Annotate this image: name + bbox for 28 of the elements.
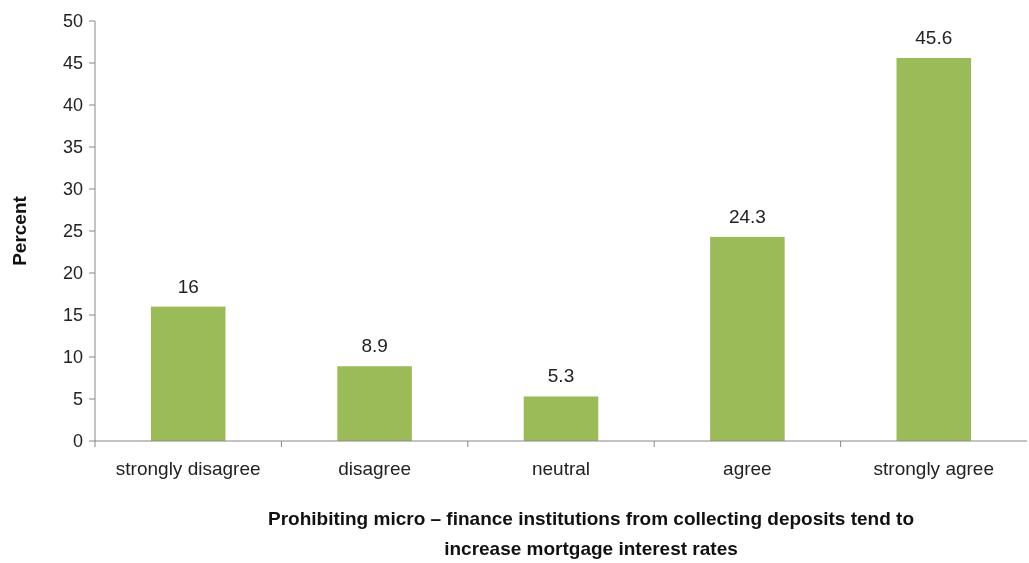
bar xyxy=(710,236,785,441)
data-label: 45.6 xyxy=(915,26,953,48)
x-tick-label: strongly agree xyxy=(873,458,994,479)
y-tick-label: 40 xyxy=(62,95,83,116)
y-axis-title: Percent xyxy=(9,195,30,266)
y-tick-label: 0 xyxy=(72,431,83,452)
data-label: 5.3 xyxy=(547,365,575,387)
y-tick-label: 5 xyxy=(72,389,83,410)
y-tick-label: 50 xyxy=(62,11,83,32)
x-tick-label: disagree xyxy=(338,458,412,479)
x-tick-label: neutral xyxy=(531,458,591,479)
y-tick-label: 20 xyxy=(62,263,83,284)
y-tick-label: 30 xyxy=(62,179,83,200)
y-tick-label: 10 xyxy=(62,347,83,368)
y-tick-label: 15 xyxy=(62,305,83,326)
x-tick-label: strongly disagree xyxy=(115,458,261,479)
y-tick-label: 35 xyxy=(62,137,83,158)
y-tick-label: 45 xyxy=(62,53,83,74)
bar xyxy=(337,366,412,441)
y-tick-label: 25 xyxy=(62,221,83,242)
x-tick-label: agree xyxy=(723,458,772,479)
data-label: 8.9 xyxy=(361,335,388,357)
x-axis-title: Prohibiting micro – finance institutions from collecting deposits tend to increase mortgage interest rates xyxy=(267,508,915,559)
data-label: 24.3 xyxy=(728,205,766,227)
bar xyxy=(896,57,972,441)
bar xyxy=(523,396,599,441)
bar xyxy=(150,306,226,441)
data-label: 16 xyxy=(177,275,199,297)
